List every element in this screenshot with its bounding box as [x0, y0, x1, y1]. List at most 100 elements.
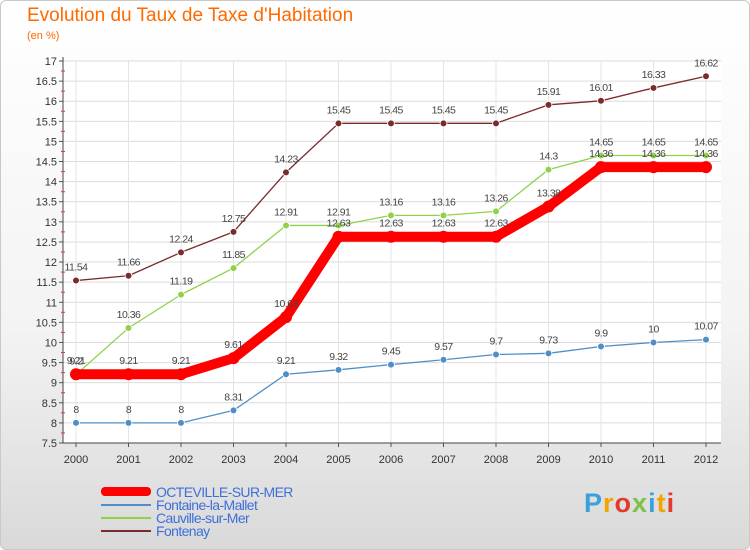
data-label: 8.31: [224, 391, 243, 403]
data-label: 9.21: [277, 355, 296, 367]
logo-letter: o: [614, 488, 633, 518]
data-label: 15.45: [432, 104, 456, 116]
legend-item-cauville: Cauville-sur-Mer: [101, 510, 361, 526]
data-label: 11.19: [170, 276, 194, 288]
y-tick-label: 10: [45, 337, 57, 349]
data-point: [647, 161, 660, 174]
data-label: 13.16: [432, 196, 456, 208]
data-point: [702, 151, 710, 160]
data-point: [124, 324, 133, 332]
data-label: 9.9: [594, 327, 608, 339]
data-point: [702, 72, 710, 81]
data-point: [282, 221, 290, 230]
legend-label: OCTEVILLE-SUR-MER: [156, 484, 293, 500]
y-tick-label: 13: [45, 217, 57, 229]
data-label: 12.91: [327, 206, 351, 218]
data-point: [544, 165, 553, 174]
data-label: 9.21: [119, 355, 138, 367]
y-tick-label: 17: [45, 56, 57, 68]
logo-letter: t: [656, 488, 667, 518]
data-label: 15.45: [484, 104, 508, 116]
data-point: [492, 207, 500, 216]
legend-swatch: [101, 504, 151, 506]
data-point: [282, 168, 290, 177]
data-label: 12.63: [432, 218, 456, 230]
legend-label: Fontaine-la-Mallet: [156, 497, 258, 513]
data-point: [72, 419, 80, 427]
data-label: 9.7: [489, 336, 503, 348]
data-label: 16.33: [642, 69, 666, 81]
data-point: [649, 338, 658, 347]
data-point: [177, 248, 185, 257]
legend-label: Fontenay: [156, 523, 210, 539]
data-label: 14.36: [642, 148, 666, 160]
data-label: 16.62: [694, 57, 718, 69]
data-point: [280, 311, 292, 324]
data-point: [597, 342, 605, 351]
plot-area: [63, 61, 721, 443]
y-tick-label: 11.5: [36, 277, 57, 289]
legend-item-octeville: OCTEVILLE-SUR-MER: [101, 484, 361, 500]
x-tick-label: 2006: [379, 454, 403, 466]
data-point: [229, 264, 238, 272]
y-tick-label: 8.5: [42, 398, 57, 410]
data-label: 14.3: [539, 151, 558, 163]
legend-label: Cauville-sur-Mer: [156, 510, 250, 526]
data-point: [439, 211, 448, 220]
data-point: [70, 368, 82, 381]
data-point: [492, 119, 500, 128]
data-point: [72, 276, 80, 285]
data-point: [229, 406, 238, 415]
data-point: [385, 230, 397, 243]
proxiti-logo: Proxiti: [584, 488, 675, 519]
data-point: [702, 335, 710, 344]
data-label: 14.36: [694, 148, 718, 160]
data-label: 11.66: [117, 257, 141, 269]
chart-unit-label: (en %): [27, 30, 60, 42]
data-point: [177, 290, 185, 299]
data-label: 10.63: [274, 298, 298, 310]
y-tick-label: 11: [46, 297, 57, 309]
data-point: [124, 271, 133, 280]
data-point: [177, 419, 185, 427]
data-point: [700, 161, 712, 174]
x-tick-label: 2008: [484, 454, 508, 466]
y-tick-label: 15.5: [36, 116, 57, 128]
data-label: 9.32: [329, 351, 348, 363]
logo-letter: P: [584, 488, 604, 518]
x-tick-label: 2011: [642, 454, 666, 466]
data-label: 13.26: [484, 192, 508, 204]
chart-title: Evolution du Taux de Taxe d'Habitation: [27, 5, 354, 26]
x-tick-label: 2005: [326, 454, 350, 466]
x-tick-label: 2012: [694, 454, 718, 466]
data-point: [387, 211, 395, 220]
data-label: 15.45: [327, 104, 351, 116]
y-tick-label: 9: [51, 378, 57, 390]
data-point: [544, 349, 553, 358]
y-tick-label: 12: [45, 257, 57, 269]
x-tick-label: 2009: [536, 454, 560, 466]
x-tick-label: 2002: [169, 454, 193, 466]
data-point: [439, 355, 448, 364]
data-label: 12.91: [274, 206, 298, 218]
data-label: 10: [648, 323, 659, 335]
data-point: [492, 350, 500, 359]
legend-swatch: [101, 517, 151, 519]
y-tick-label: 10.5: [36, 317, 57, 329]
data-point: [439, 119, 448, 128]
data-point: [387, 119, 395, 128]
data-label: 12.63: [327, 218, 351, 230]
data-point: [124, 419, 133, 427]
x-tick-label: 2010: [589, 454, 613, 466]
data-point: [649, 151, 658, 160]
y-tick-label: 8: [51, 418, 57, 430]
y-tick-label: 9.5: [42, 358, 57, 370]
y-tick-label: 14: [45, 177, 57, 189]
data-point: [227, 352, 240, 365]
data-point: [542, 200, 555, 213]
data-point: [122, 368, 135, 381]
legend-item-fontaine: Fontaine-la-Mallet: [101, 497, 361, 513]
legend-swatch: [101, 487, 151, 496]
data-label: 8: [126, 404, 132, 416]
